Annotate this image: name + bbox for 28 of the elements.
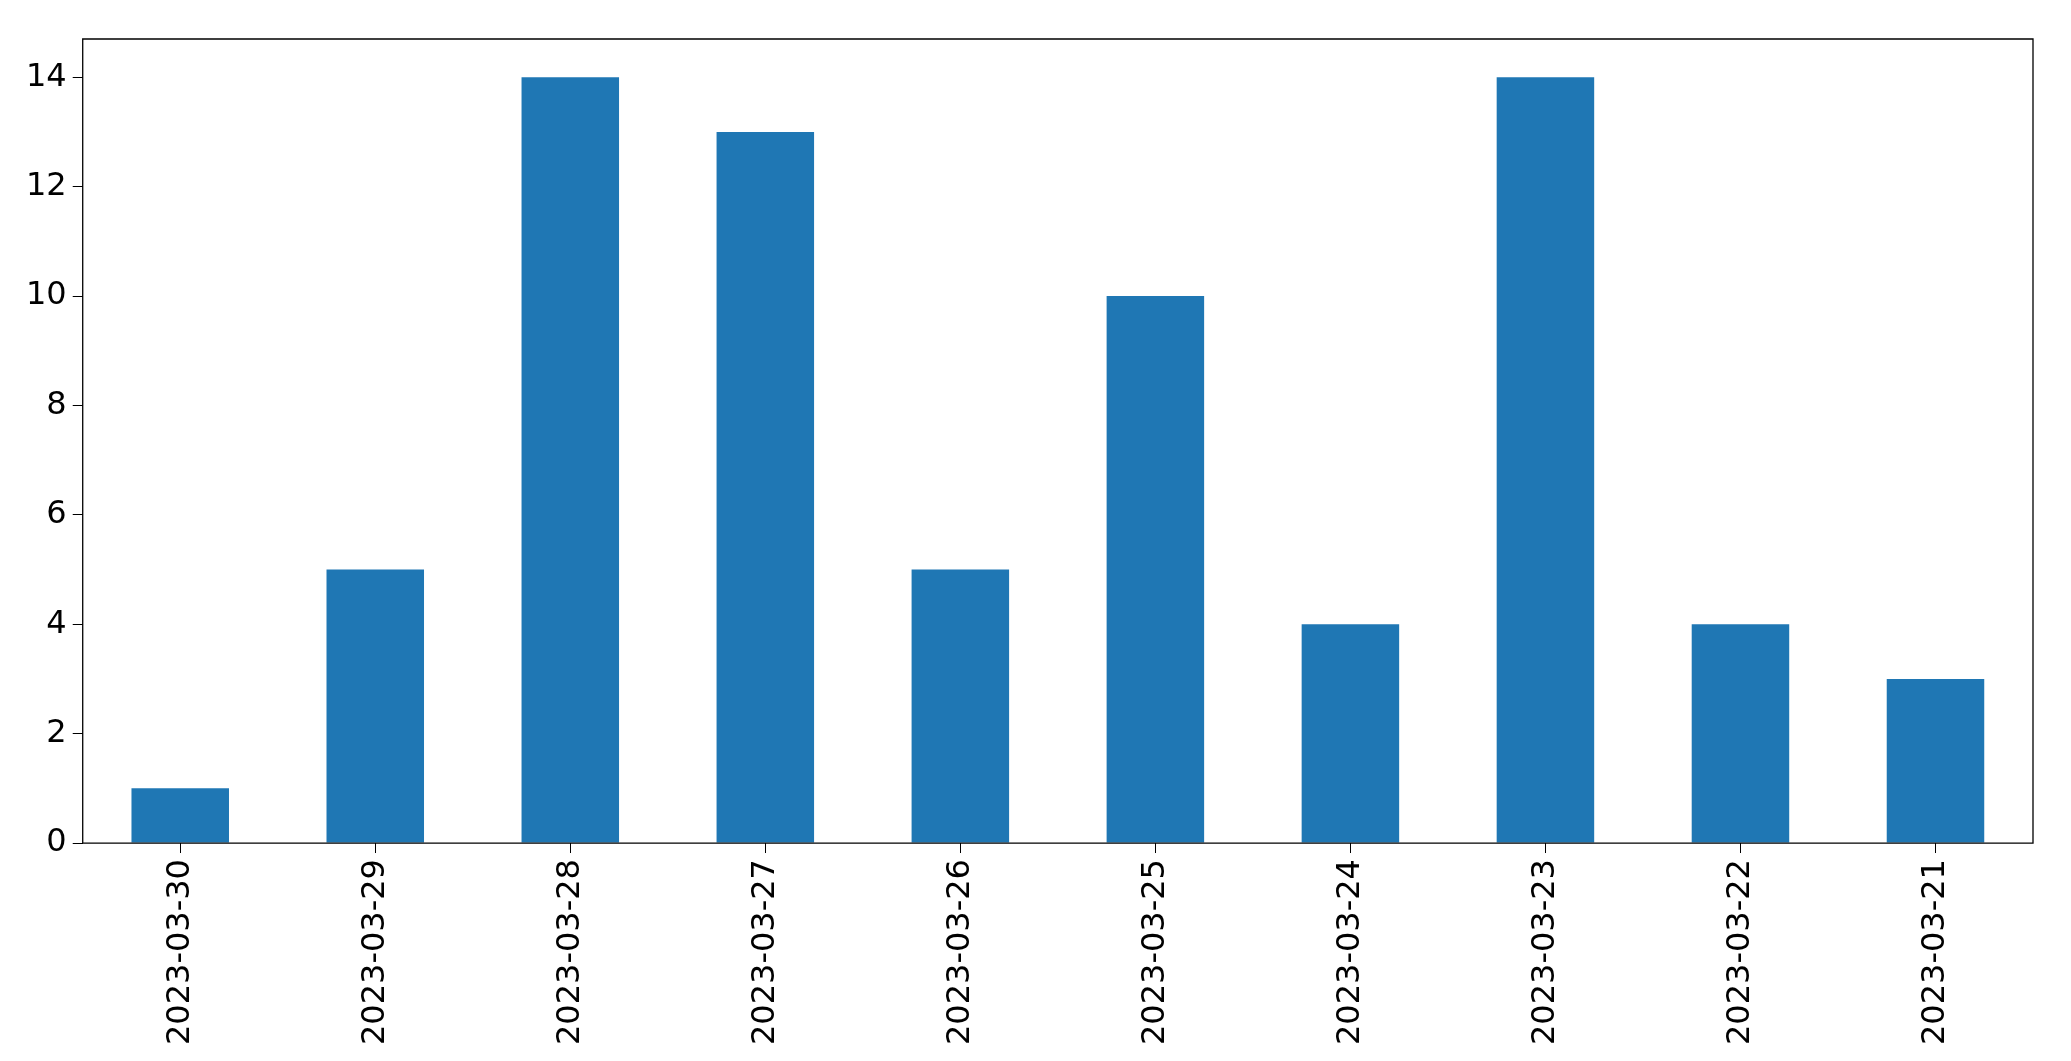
bar [1301, 624, 1400, 843]
x-tick-label: 2023-03-22 [1718, 859, 1757, 1045]
x-tick-label: 2023-03-23 [1523, 859, 1562, 1045]
bar [521, 77, 620, 843]
x-tick-label: 2023-03-25 [1133, 859, 1172, 1045]
bar [131, 788, 229, 843]
y-tick-label: 12 [26, 164, 67, 203]
bar [1691, 624, 1790, 843]
bar [1106, 296, 1205, 843]
y-tick-label: 4 [46, 602, 67, 641]
bar [326, 569, 425, 843]
y-tick-label: 0 [46, 821, 67, 860]
bar [716, 131, 815, 843]
bar [911, 569, 1010, 843]
x-tick-label: 2023-03-26 [938, 859, 977, 1045]
y-tick-label: 10 [26, 274, 67, 313]
bar [1886, 678, 1985, 843]
x-tick-label: 2023-03-24 [1328, 859, 1367, 1045]
y-tick-label: 2 [46, 711, 67, 750]
y-tick-label: 14 [26, 55, 67, 94]
x-tick-label: 2023-03-29 [353, 859, 392, 1045]
x-tick-label: 2023-03-28 [548, 859, 587, 1045]
x-tick-label: 2023-03-21 [1913, 859, 1952, 1045]
x-tick-label: 2023-03-30 [158, 859, 197, 1045]
y-tick-label: 6 [46, 493, 67, 532]
y-tick-label: 8 [46, 383, 67, 422]
bar [1496, 77, 1595, 843]
x-tick-label: 2023-03-27 [743, 859, 782, 1045]
